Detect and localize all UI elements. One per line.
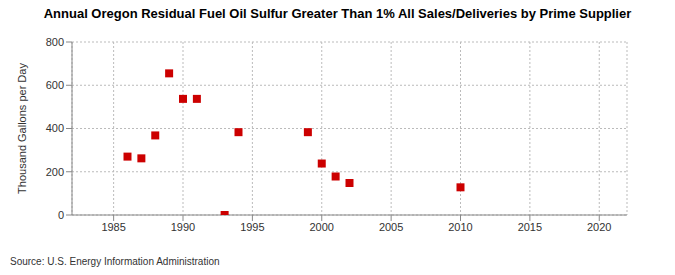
svg-text:2010: 2010: [448, 221, 472, 233]
svg-text:Thousand Gallons per Day: Thousand Gallons per Day: [16, 63, 28, 194]
svg-text:1990: 1990: [171, 221, 195, 233]
svg-text:1995: 1995: [240, 221, 264, 233]
svg-text:0: 0: [58, 209, 64, 221]
svg-text:2000: 2000: [310, 221, 334, 233]
svg-text:2005: 2005: [379, 221, 403, 233]
svg-text:2015: 2015: [518, 221, 542, 233]
svg-text:200: 200: [46, 166, 64, 178]
svg-text:800: 800: [46, 36, 64, 48]
svg-text:600: 600: [46, 79, 64, 91]
html-text:Source: U.S. Energy Informatio: Source: U.S. Energy Information Administ…: [10, 256, 220, 267]
svg-text:2020: 2020: [587, 221, 611, 233]
svg-text:400: 400: [46, 122, 64, 134]
html-text:Annual Oregon Residual Fuel Oi: Annual Oregon Residual Fuel Oil Sulfur G…: [43, 6, 632, 21]
svg-text:1985: 1985: [101, 221, 125, 233]
